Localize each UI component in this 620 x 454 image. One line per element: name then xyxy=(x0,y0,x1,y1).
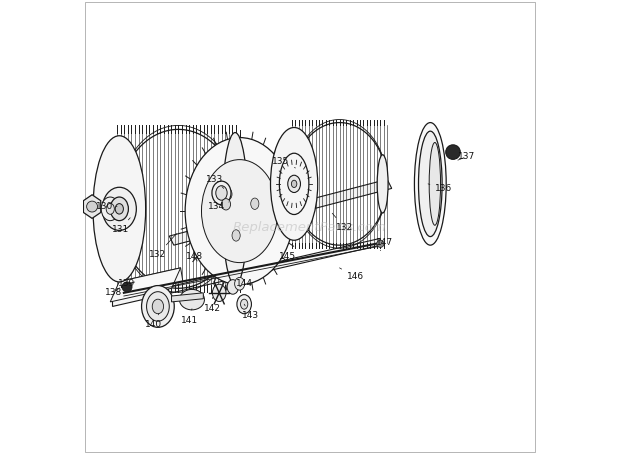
Polygon shape xyxy=(84,195,100,218)
Ellipse shape xyxy=(115,203,123,214)
Ellipse shape xyxy=(212,181,231,205)
Ellipse shape xyxy=(223,133,248,285)
Text: 139: 139 xyxy=(118,279,135,288)
Text: 147: 147 xyxy=(376,238,394,251)
Ellipse shape xyxy=(234,277,245,290)
Text: 148: 148 xyxy=(185,252,203,261)
Ellipse shape xyxy=(418,131,442,237)
Ellipse shape xyxy=(141,286,174,327)
Ellipse shape xyxy=(250,198,259,209)
Text: ReplacementParts.com: ReplacementParts.com xyxy=(233,221,387,233)
Ellipse shape xyxy=(146,291,169,321)
Text: 146: 146 xyxy=(340,268,364,281)
Polygon shape xyxy=(119,268,183,295)
Text: 143: 143 xyxy=(242,304,260,320)
Ellipse shape xyxy=(221,198,231,210)
Ellipse shape xyxy=(102,187,136,230)
Ellipse shape xyxy=(429,143,441,225)
Ellipse shape xyxy=(101,197,119,221)
Circle shape xyxy=(122,282,132,292)
Text: 142: 142 xyxy=(204,297,221,313)
Text: 141: 141 xyxy=(181,309,198,325)
Ellipse shape xyxy=(291,180,297,188)
Text: 130: 130 xyxy=(96,202,117,211)
Text: 144: 144 xyxy=(236,279,253,288)
Ellipse shape xyxy=(179,290,205,310)
Polygon shape xyxy=(110,268,180,302)
Text: 134: 134 xyxy=(208,202,228,211)
Ellipse shape xyxy=(227,280,239,294)
Text: 140: 140 xyxy=(145,313,162,329)
Ellipse shape xyxy=(224,188,232,200)
Ellipse shape xyxy=(241,299,248,309)
Ellipse shape xyxy=(288,175,301,192)
Ellipse shape xyxy=(377,155,388,213)
Ellipse shape xyxy=(270,128,317,240)
Ellipse shape xyxy=(106,203,114,214)
Ellipse shape xyxy=(202,160,278,262)
Text: 131: 131 xyxy=(112,218,130,234)
Ellipse shape xyxy=(216,186,227,200)
Text: 137: 137 xyxy=(458,152,476,161)
Text: 138: 138 xyxy=(105,288,123,297)
Polygon shape xyxy=(112,238,381,306)
Ellipse shape xyxy=(93,136,146,282)
Text: 145: 145 xyxy=(279,252,296,261)
Text: 132: 132 xyxy=(332,213,353,232)
Text: 136: 136 xyxy=(428,184,453,193)
Circle shape xyxy=(87,201,97,212)
Polygon shape xyxy=(172,293,203,302)
Ellipse shape xyxy=(110,197,128,221)
Ellipse shape xyxy=(153,299,164,314)
Polygon shape xyxy=(169,179,392,245)
Text: 135: 135 xyxy=(272,157,296,168)
Text: 133: 133 xyxy=(206,175,224,188)
Ellipse shape xyxy=(414,123,446,245)
Ellipse shape xyxy=(185,138,294,285)
Ellipse shape xyxy=(232,230,240,241)
Ellipse shape xyxy=(213,284,226,301)
Text: 132: 132 xyxy=(149,234,177,259)
Ellipse shape xyxy=(237,295,252,314)
Circle shape xyxy=(446,145,460,159)
Circle shape xyxy=(377,240,384,247)
